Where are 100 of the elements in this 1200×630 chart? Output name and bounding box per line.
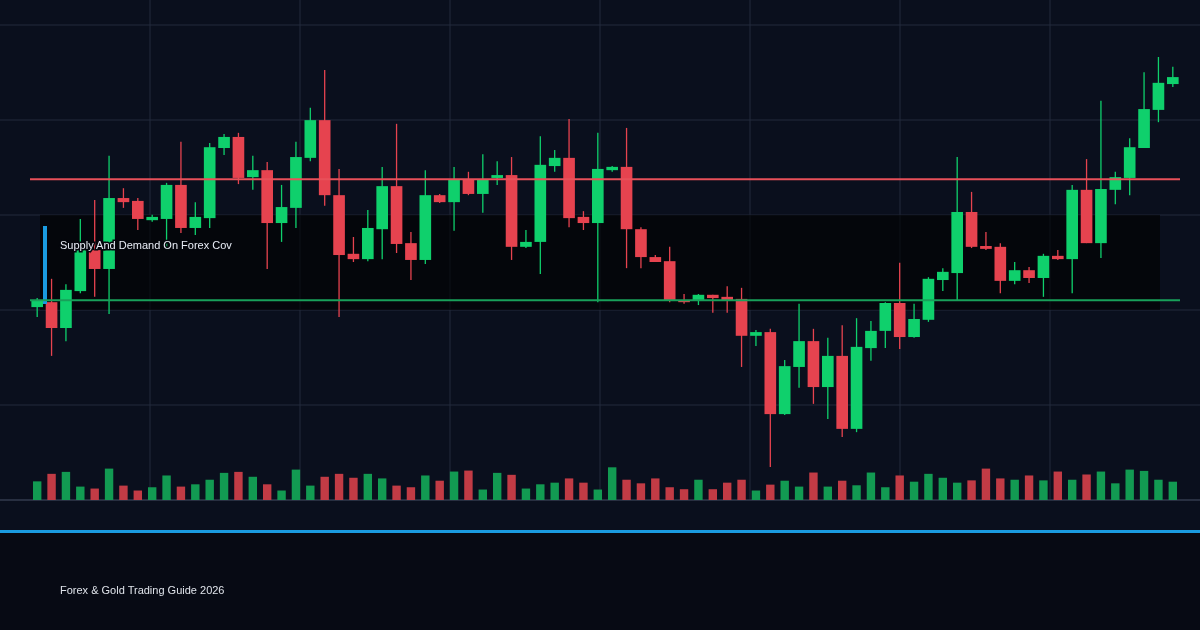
bar: [996, 478, 1005, 500]
bar: [1096, 471, 1106, 500]
bar: [852, 485, 861, 500]
bar: [421, 475, 430, 500]
bar: [881, 487, 890, 500]
bar: [665, 487, 674, 500]
bar: [392, 485, 401, 500]
bar: [1053, 471, 1063, 500]
candlestick: [117, 187, 130, 209]
bar: [766, 484, 775, 500]
bar: [449, 471, 459, 500]
bar: [363, 473, 373, 500]
bar: [492, 472, 502, 500]
bar: [651, 478, 660, 500]
bar: [377, 478, 387, 500]
bar: [679, 489, 689, 500]
bar: [909, 481, 919, 500]
candlestick: [1008, 261, 1021, 285]
bar: [191, 484, 200, 500]
bar: [147, 487, 157, 500]
bar: [234, 471, 243, 500]
bar: [176, 486, 186, 500]
bar: [866, 472, 876, 500]
bar: [162, 475, 171, 500]
bar: [1010, 479, 1019, 500]
bar: [1082, 474, 1091, 500]
candlestick: [520, 229, 532, 249]
bar: [406, 487, 416, 500]
bar: [262, 484, 272, 500]
bar: [32, 481, 42, 500]
bar: [1125, 469, 1134, 500]
candlestick: [1166, 66, 1179, 88]
bar: [277, 490, 286, 500]
bar: [349, 477, 358, 500]
candlestick: [908, 303, 920, 339]
bar: [47, 473, 56, 500]
candlestick: [865, 320, 877, 362]
bar: [1139, 470, 1149, 500]
bar: [794, 486, 804, 500]
bar: [564, 478, 574, 500]
bar: [1168, 481, 1178, 500]
bar: [550, 482, 559, 500]
bar: [76, 486, 85, 500]
bar: [61, 471, 71, 500]
bar: [1154, 479, 1163, 500]
bar: [1067, 479, 1077, 500]
bar: [133, 490, 143, 500]
candlestick: [448, 166, 460, 232]
bar: [579, 482, 588, 500]
candlestick: [131, 197, 144, 231]
bar: [119, 485, 128, 500]
bar: [435, 480, 444, 500]
bar: [780, 480, 789, 500]
bar: [219, 472, 229, 500]
bar: [205, 479, 214, 500]
bar: [464, 470, 473, 500]
bar: [938, 477, 948, 500]
candlestick: [980, 231, 992, 251]
bar: [1111, 483, 1120, 500]
candlestick: [1037, 253, 1050, 298]
bar: [1024, 475, 1034, 500]
bar: [291, 469, 301, 500]
bar: [895, 475, 904, 500]
bar: [536, 484, 545, 500]
candlestick: [476, 153, 489, 214]
bar: [248, 476, 258, 500]
bar: [521, 488, 531, 500]
bar: [981, 468, 991, 500]
bar: [306, 485, 315, 500]
bar: [1039, 480, 1048, 500]
bar: [636, 483, 646, 500]
bar: [622, 479, 631, 500]
bar: [478, 489, 488, 500]
candlestick: [548, 149, 561, 173]
bar: [751, 490, 761, 500]
bar: [320, 476, 329, 500]
bar: [737, 479, 746, 500]
bar: [607, 467, 617, 500]
bar: [694, 479, 703, 500]
bar: [837, 480, 847, 500]
bar: [507, 474, 516, 500]
bar: [104, 468, 114, 500]
candlestick: [491, 160, 504, 186]
bar: [593, 489, 603, 500]
bar: [967, 480, 976, 500]
candlestick: [189, 201, 202, 236]
bar: [722, 482, 732, 500]
bar: [924, 473, 933, 500]
candlestick: [750, 329, 762, 347]
candlestick: [936, 267, 949, 292]
bar: [334, 473, 344, 500]
candlestick: [405, 231, 417, 281]
bar: [823, 486, 833, 500]
bar: [809, 472, 818, 500]
candlestick: [577, 210, 590, 231]
candlestick: [275, 184, 288, 243]
bar: [90, 488, 99, 500]
bar: [708, 489, 718, 500]
candlestick: [246, 155, 259, 191]
bar: [952, 482, 962, 500]
